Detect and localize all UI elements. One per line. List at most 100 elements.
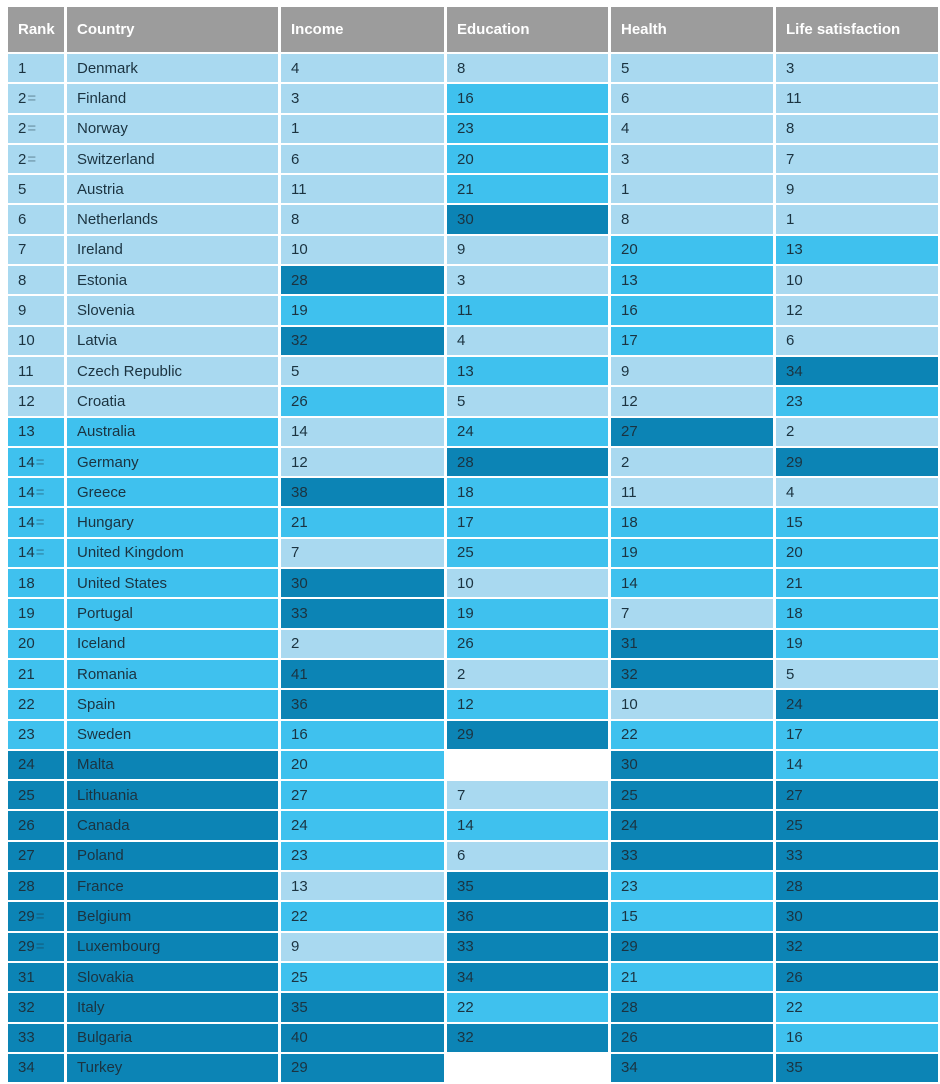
life-satisfaction-cell: 27 xyxy=(776,781,938,810)
income-cell: 9 xyxy=(281,932,444,961)
education-cell: 6 xyxy=(447,841,608,871)
education-cell: 5 xyxy=(447,387,608,416)
life-satisfaction-cell: 28 xyxy=(776,872,938,901)
table-row: 25 Lithuania 27 7 25 27 xyxy=(8,781,938,810)
rank-cell: 22 xyxy=(8,690,64,719)
rank-cell: 14 = xyxy=(8,538,64,568)
income-cell: 35 xyxy=(281,993,444,1022)
table-header-row: Rank Country Income Education Health Lif… xyxy=(8,7,938,52)
table-row: 2 = Finland 3 16 6 11 xyxy=(8,84,938,113)
health-cell: 14 xyxy=(611,569,773,598)
health-cell: 28 xyxy=(611,993,773,1022)
rank-cell: 14 = xyxy=(8,447,64,477)
country-cell: United States xyxy=(67,569,278,598)
tie-equals-sign: = xyxy=(35,453,45,471)
rank-cell: 27 xyxy=(8,841,64,871)
education-cell: 19 xyxy=(447,599,608,628)
health-cell: 4 xyxy=(611,114,773,143)
country-cell: United Kingdom xyxy=(67,538,278,568)
health-cell: 6 xyxy=(611,84,773,113)
life-satisfaction-cell: 21 xyxy=(776,569,938,598)
column-header-education: Education xyxy=(447,7,608,52)
life-satisfaction-cell: 19 xyxy=(776,629,938,658)
tie-equals-sign: = xyxy=(27,150,37,168)
income-cell: 33 xyxy=(281,599,444,628)
rank-cell: 32 xyxy=(8,993,64,1022)
life-satisfaction-cell: 32 xyxy=(776,932,938,961)
table-row: 8 Estonia 28 3 13 10 xyxy=(8,266,938,295)
health-cell: 32 xyxy=(611,659,773,689)
country-cell: Poland xyxy=(67,841,278,871)
health-cell: 29 xyxy=(611,932,773,961)
table-row: 32 Italy 35 22 28 22 xyxy=(8,993,938,1022)
income-cell: 5 xyxy=(281,356,444,386)
education-cell: 36 xyxy=(447,902,608,931)
education-cell: 18 xyxy=(447,478,608,507)
income-cell: 41 xyxy=(281,659,444,689)
income-cell: 6 xyxy=(281,144,444,174)
income-cell: 3 xyxy=(281,84,444,113)
table-row: 14 = Germany 12 28 2 29 xyxy=(8,447,938,477)
income-cell: 10 xyxy=(281,235,444,265)
income-cell: 24 xyxy=(281,811,444,840)
education-cell: 4 xyxy=(447,326,608,355)
rank-cell: 11 xyxy=(8,356,64,386)
rank-cell: 5 xyxy=(8,175,64,204)
health-cell: 12 xyxy=(611,387,773,416)
wellbeing-ranking-table: Rank Country Income Education Health Lif… xyxy=(8,7,938,1084)
health-cell: 7 xyxy=(611,599,773,628)
income-cell: 4 xyxy=(281,54,444,83)
life-satisfaction-cell: 3 xyxy=(776,54,938,83)
column-header-rank: Rank xyxy=(8,7,64,52)
country-cell: Hungary xyxy=(67,508,278,537)
table-row: 14 = Hungary 21 17 18 15 xyxy=(8,508,938,537)
education-cell: 17 xyxy=(447,508,608,537)
health-cell: 16 xyxy=(611,296,773,325)
rank-cell: 6 xyxy=(8,205,64,234)
education-cell: 29 xyxy=(447,720,608,749)
rank-cell: 2 = xyxy=(8,84,64,113)
country-cell: Austria xyxy=(67,175,278,204)
life-satisfaction-cell: 14 xyxy=(776,750,938,780)
table-row: 6 Netherlands 8 30 8 1 xyxy=(8,205,938,234)
tie-equals-sign: = xyxy=(27,89,37,107)
country-cell: Netherlands xyxy=(67,205,278,234)
health-cell: 24 xyxy=(611,811,773,840)
column-header-health: Health xyxy=(611,7,773,52)
table-row: 13 Australia 14 24 27 2 xyxy=(8,417,938,446)
table-row: 14 = United Kingdom 7 25 19 20 xyxy=(8,538,938,568)
income-cell: 38 xyxy=(281,478,444,507)
life-satisfaction-cell: 15 xyxy=(776,508,938,537)
rank-cell: 28 xyxy=(8,872,64,901)
table-row: 22 Spain 36 12 10 24 xyxy=(8,690,938,719)
health-cell: 2 xyxy=(611,447,773,477)
life-satisfaction-cell: 30 xyxy=(776,902,938,931)
education-cell: 25 xyxy=(447,538,608,568)
life-satisfaction-cell: 8 xyxy=(776,114,938,143)
rank-cell: 13 xyxy=(8,417,64,446)
country-cell: Switzerland xyxy=(67,144,278,174)
tie-equals-sign: = xyxy=(35,938,45,956)
country-cell: Bulgaria xyxy=(67,1023,278,1052)
table-row: 12 Croatia 26 5 12 23 xyxy=(8,387,938,416)
rank-cell: 29 = xyxy=(8,932,64,961)
table-row: 10 Latvia 32 4 17 6 xyxy=(8,326,938,355)
table-row: 9 Slovenia 19 11 16 12 xyxy=(8,296,938,325)
health-cell: 31 xyxy=(611,629,773,658)
life-satisfaction-cell: 6 xyxy=(776,326,938,355)
income-cell: 12 xyxy=(281,447,444,477)
life-satisfaction-cell: 25 xyxy=(776,811,938,840)
income-cell: 32 xyxy=(281,326,444,355)
life-satisfaction-cell: 22 xyxy=(776,993,938,1022)
health-cell: 20 xyxy=(611,235,773,265)
table-body: 1 Denmark 4 8 5 3 2 = Finland 3 16 6 11 2 = Norway 1 23 4 8… xyxy=(8,54,938,1083)
rank-cell: 25 xyxy=(8,781,64,810)
health-cell: 5 xyxy=(611,54,773,83)
income-cell: 8 xyxy=(281,205,444,234)
column-header-income: Income xyxy=(281,7,444,52)
education-cell: 8 xyxy=(447,54,608,83)
health-cell: 9 xyxy=(611,356,773,386)
health-cell: 34 xyxy=(611,1053,773,1083)
income-cell: 11 xyxy=(281,175,444,204)
education-cell: 30 xyxy=(447,205,608,234)
